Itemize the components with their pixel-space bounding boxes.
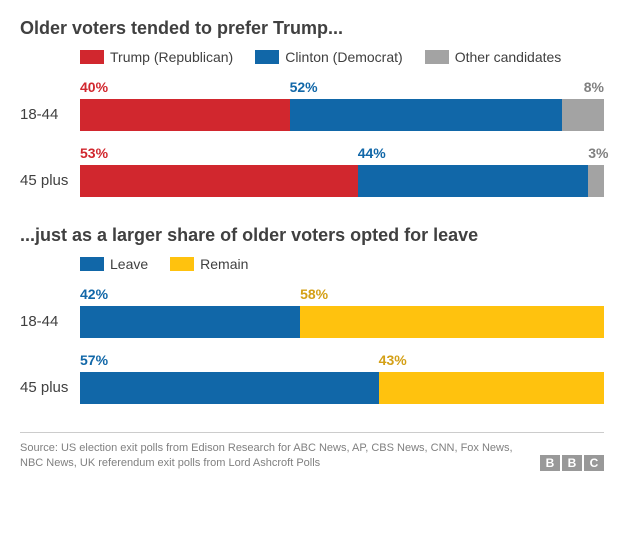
bar-segment xyxy=(80,99,290,131)
legend-label: Remain xyxy=(200,256,248,272)
chart2-title: ...just as a larger share of older voter… xyxy=(20,225,604,246)
segment-value: 43% xyxy=(379,352,604,370)
bar-segment xyxy=(80,165,358,197)
legend-label: Trump (Republican) xyxy=(110,49,233,65)
legend-item: Remain xyxy=(170,256,248,272)
bar-segment xyxy=(379,372,604,404)
segment-value: 53% xyxy=(80,145,358,163)
bar-segment xyxy=(290,99,562,131)
row-label: 45 plus xyxy=(20,172,80,197)
bar-wrap: 40%52%8% xyxy=(80,79,604,131)
bar-wrap: 42%58% xyxy=(80,286,604,338)
chart1-legend: Trump (Republican) Clinton (Democrat) Othe… xyxy=(20,49,604,65)
bar-segment xyxy=(562,99,604,131)
bar-segment xyxy=(588,165,604,197)
bar-row: 45 plus57%43% xyxy=(20,352,604,404)
footer-divider xyxy=(20,432,604,433)
chart2-rows: 18-4442%58% 45 plus57%43% xyxy=(20,286,604,404)
bbc-logo-block: B xyxy=(562,455,582,471)
bar-segment xyxy=(80,306,300,338)
value-labels: 42%58% xyxy=(80,286,604,304)
legend-label: Leave xyxy=(110,256,148,272)
legend-swatch xyxy=(170,257,194,271)
legend-swatch xyxy=(80,257,104,271)
legend-label: Clinton (Democrat) xyxy=(285,49,402,65)
segment-value: 58% xyxy=(300,286,604,304)
chart-brexit: ...just as a larger share of older voter… xyxy=(20,225,604,404)
bar-segment xyxy=(358,165,589,197)
bar-wrap: 57%43% xyxy=(80,352,604,404)
value-labels: 40%52%8% xyxy=(80,79,604,97)
bar-row: 18-4442%58% xyxy=(20,286,604,338)
segment-value: 8% xyxy=(562,79,604,97)
row-label: 45 plus xyxy=(20,379,80,404)
segment-value: 52% xyxy=(290,79,562,97)
bbc-logo-block: B xyxy=(540,455,560,471)
bar-wrap: 53%44%3% xyxy=(80,145,604,197)
stacked-bar xyxy=(80,99,604,131)
segment-value: 44% xyxy=(358,145,589,163)
bar-row: 18-4440%52%8% xyxy=(20,79,604,131)
segment-value: 40% xyxy=(80,79,290,97)
stacked-bar xyxy=(80,306,604,338)
bbc-logo: BBC xyxy=(540,455,604,471)
chart2-legend: Leave Remain xyxy=(20,256,604,272)
value-labels: 53%44%3% xyxy=(80,145,604,163)
segment-value: 42% xyxy=(80,286,300,304)
segment-value: 3% xyxy=(588,145,604,163)
legend-swatch xyxy=(80,50,104,64)
stacked-bar xyxy=(80,372,604,404)
legend-item: Other candidates xyxy=(425,49,562,65)
bbc-logo-block: C xyxy=(584,455,604,471)
chart-us-election: Older voters tended to prefer Trump... T… xyxy=(20,18,604,197)
row-label: 18-44 xyxy=(20,313,80,338)
stacked-bar xyxy=(80,165,604,197)
row-label: 18-44 xyxy=(20,106,80,131)
segment-value: 57% xyxy=(80,352,379,370)
legend-swatch xyxy=(255,50,279,64)
value-labels: 57%43% xyxy=(80,352,604,370)
legend-label: Other candidates xyxy=(455,49,562,65)
chart1-title: Older voters tended to prefer Trump... xyxy=(20,18,604,39)
bar-segment xyxy=(300,306,604,338)
chart1-rows: 18-4440%52%8% 45 plus53%44%3% xyxy=(20,79,604,197)
legend-item: Leave xyxy=(80,256,148,272)
bar-segment xyxy=(80,372,379,404)
source-text: Source: US election exit polls from Edis… xyxy=(20,441,528,471)
legend-item: Trump (Republican) xyxy=(80,49,233,65)
bar-row: 45 plus53%44%3% xyxy=(20,145,604,197)
footer: Source: US election exit polls from Edis… xyxy=(20,441,604,471)
legend-swatch xyxy=(425,50,449,64)
legend-item: Clinton (Democrat) xyxy=(255,49,402,65)
